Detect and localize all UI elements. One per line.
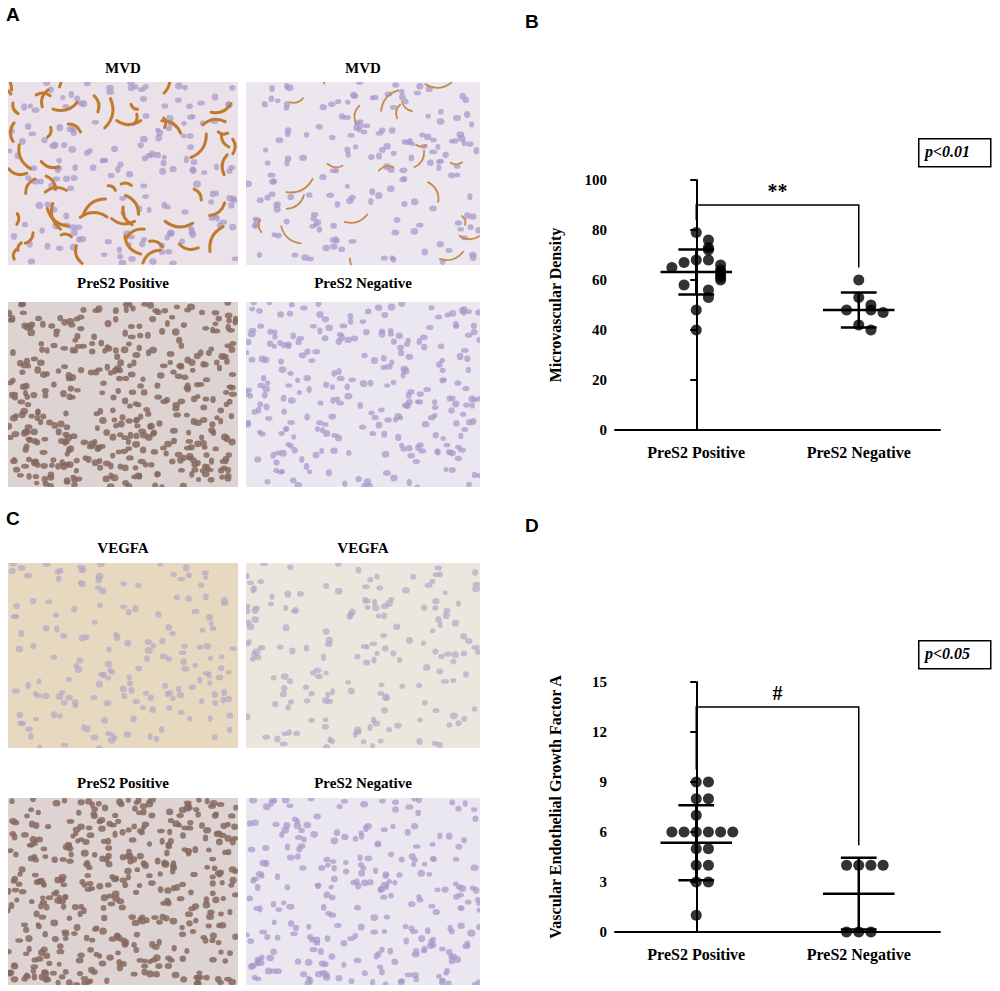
svg-text:PreS2 Positive: PreS2 Positive bbox=[647, 946, 745, 963]
svg-text:D: D bbox=[525, 515, 539, 536]
svg-text:PreS2 Positive: PreS2 Positive bbox=[647, 444, 745, 461]
svg-text:40: 40 bbox=[592, 322, 607, 338]
html-text:C: C bbox=[6, 508, 20, 529]
svg-text:Vascular Endothelial Growth Fa: Vascular Endothelial Growth Factor A bbox=[547, 675, 564, 939]
svg-text:60: 60 bbox=[592, 272, 607, 288]
html-text:A: A bbox=[6, 4, 20, 25]
html-text:MVD: MVD bbox=[345, 60, 381, 76]
svg-text:Microvascular Density: Microvascular Density bbox=[547, 228, 565, 383]
svg-text:20: 20 bbox=[592, 372, 607, 388]
svg-text:6: 6 bbox=[600, 824, 608, 840]
svg-text:0: 0 bbox=[600, 422, 608, 438]
html-text:PreS2 Positive: PreS2 Positive bbox=[77, 275, 169, 291]
html-text:VEGFA: VEGFA bbox=[337, 540, 389, 556]
html-text:MVD: MVD bbox=[105, 60, 141, 76]
svg-text:p<0.05: p<0.05 bbox=[923, 645, 970, 663]
svg-text:100: 100 bbox=[585, 172, 608, 188]
svg-text:#: # bbox=[773, 682, 783, 704]
html-text:PreS2 Negative: PreS2 Negative bbox=[314, 275, 412, 291]
svg-text:B: B bbox=[525, 11, 539, 32]
svg-text:3: 3 bbox=[600, 874, 608, 890]
svg-text:PreS2 Negative: PreS2 Negative bbox=[807, 946, 911, 964]
svg-text:9: 9 bbox=[600, 774, 608, 790]
svg-text:PreS2 Negative: PreS2 Negative bbox=[807, 444, 911, 462]
svg-text:0: 0 bbox=[600, 924, 608, 940]
html-text:PreS2 Positive: PreS2 Positive bbox=[77, 775, 169, 791]
svg-text:**: ** bbox=[768, 180, 788, 202]
html-text:VEGFA: VEGFA bbox=[97, 540, 149, 556]
svg-text:12: 12 bbox=[592, 724, 607, 740]
svg-text:15: 15 bbox=[592, 674, 607, 690]
html-text:PreS2 Negative: PreS2 Negative bbox=[314, 775, 412, 791]
svg-text:80: 80 bbox=[592, 222, 607, 238]
svg-text:p<0.01: p<0.01 bbox=[923, 143, 970, 161]
